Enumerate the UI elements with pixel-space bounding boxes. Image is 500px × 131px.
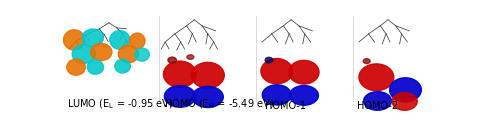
Ellipse shape xyxy=(261,59,292,84)
Ellipse shape xyxy=(134,48,150,61)
Ellipse shape xyxy=(392,93,417,110)
Ellipse shape xyxy=(90,43,112,61)
Ellipse shape xyxy=(390,78,422,102)
Ellipse shape xyxy=(164,61,196,87)
Ellipse shape xyxy=(118,45,139,63)
Ellipse shape xyxy=(64,30,85,50)
Ellipse shape xyxy=(187,55,194,59)
Ellipse shape xyxy=(290,86,318,105)
Ellipse shape xyxy=(265,57,273,63)
Ellipse shape xyxy=(359,64,394,91)
Ellipse shape xyxy=(130,33,145,49)
Ellipse shape xyxy=(72,45,96,63)
Ellipse shape xyxy=(110,31,130,49)
Ellipse shape xyxy=(289,60,319,84)
Ellipse shape xyxy=(82,29,104,47)
Ellipse shape xyxy=(88,60,104,74)
Ellipse shape xyxy=(364,92,392,110)
Text: LUMO (E$_\mathregular{L}$ = -0.95 eV): LUMO (E$_\mathregular{L}$ = -0.95 eV) xyxy=(67,97,174,111)
Text: HOMO (E$_\mathregular{H}$ = -5.49 eV): HOMO (E$_\mathregular{H}$ = -5.49 eV) xyxy=(164,97,274,111)
Ellipse shape xyxy=(192,62,224,88)
Ellipse shape xyxy=(192,86,224,108)
Ellipse shape xyxy=(115,59,130,73)
Ellipse shape xyxy=(164,86,196,107)
Ellipse shape xyxy=(67,59,86,75)
Ellipse shape xyxy=(363,59,370,64)
Text: HOMO-2: HOMO-2 xyxy=(357,101,398,111)
Ellipse shape xyxy=(168,57,176,63)
Ellipse shape xyxy=(103,45,107,47)
Text: HOMO-1: HOMO-1 xyxy=(265,101,306,111)
Ellipse shape xyxy=(262,85,292,105)
